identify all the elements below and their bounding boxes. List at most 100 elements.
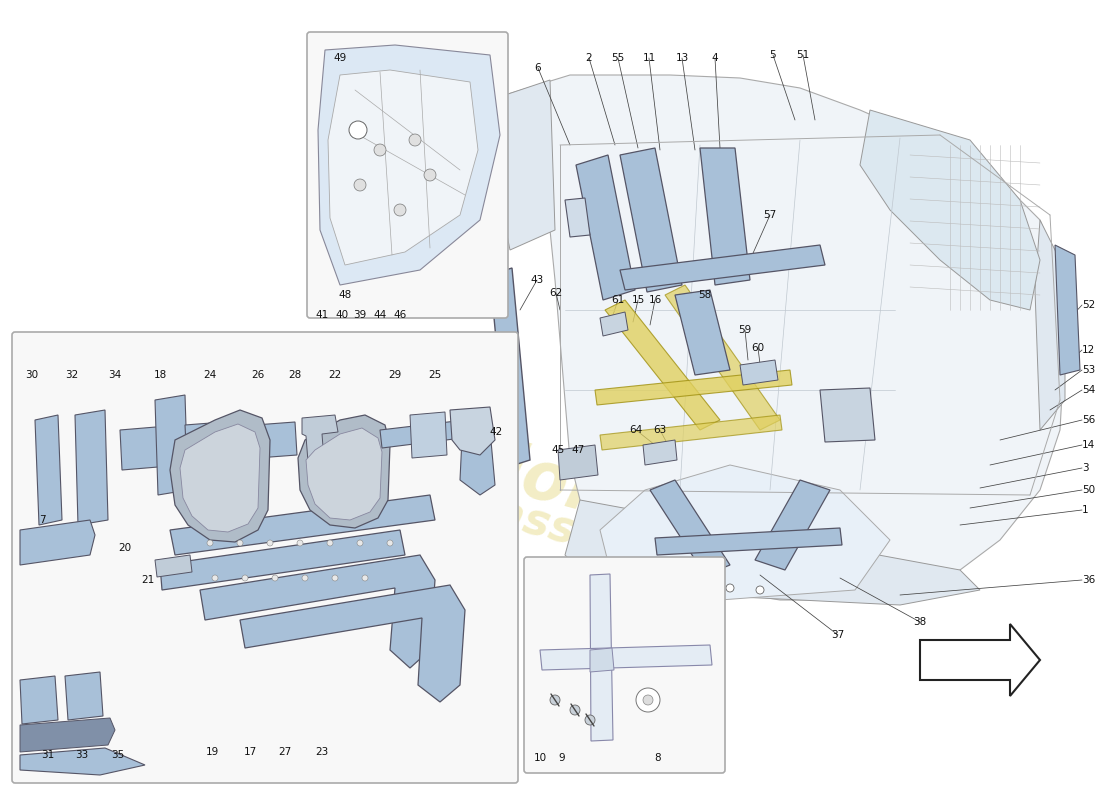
Polygon shape	[180, 424, 260, 532]
Text: 14: 14	[1082, 440, 1096, 450]
Circle shape	[585, 715, 595, 725]
Text: 33: 33	[76, 750, 89, 760]
Polygon shape	[505, 75, 1065, 600]
Polygon shape	[35, 415, 62, 525]
Text: 39: 39	[353, 310, 366, 320]
Text: de la passion: de la passion	[324, 446, 656, 574]
Circle shape	[354, 179, 366, 191]
Text: 26: 26	[252, 370, 265, 380]
Polygon shape	[740, 360, 778, 385]
Text: 36: 36	[1082, 575, 1096, 585]
Circle shape	[756, 586, 764, 594]
Circle shape	[636, 688, 660, 712]
Polygon shape	[540, 645, 712, 670]
Circle shape	[349, 121, 367, 139]
Circle shape	[570, 705, 580, 715]
Text: 31: 31	[42, 750, 55, 760]
Circle shape	[550, 695, 560, 705]
Text: 34: 34	[109, 370, 122, 380]
Text: 30: 30	[25, 370, 39, 380]
Text: 60: 60	[751, 343, 764, 353]
Circle shape	[212, 575, 218, 581]
Polygon shape	[379, 420, 495, 495]
Text: 15: 15	[631, 295, 645, 305]
Text: 8: 8	[654, 753, 661, 763]
Circle shape	[267, 540, 273, 546]
Polygon shape	[666, 285, 780, 430]
Text: 5: 5	[770, 50, 777, 60]
Circle shape	[387, 540, 393, 546]
Text: 62: 62	[549, 288, 562, 298]
Text: 1: 1	[1082, 505, 1089, 515]
Text: 22: 22	[329, 370, 342, 380]
Polygon shape	[65, 672, 103, 720]
Circle shape	[302, 575, 308, 581]
Text: 10: 10	[534, 753, 547, 763]
Polygon shape	[255, 422, 297, 458]
Text: 24: 24	[204, 370, 217, 380]
Text: 45: 45	[551, 445, 564, 455]
Polygon shape	[644, 440, 676, 465]
Polygon shape	[75, 410, 108, 525]
Circle shape	[409, 134, 421, 146]
Text: 53: 53	[1082, 365, 1096, 375]
Polygon shape	[318, 45, 500, 285]
Text: 6: 6	[535, 63, 541, 73]
Polygon shape	[595, 370, 792, 405]
FancyBboxPatch shape	[524, 557, 725, 773]
Text: 37: 37	[832, 630, 845, 640]
Text: 55: 55	[612, 53, 625, 63]
Text: 25: 25	[428, 370, 441, 380]
Polygon shape	[1055, 245, 1080, 375]
Text: 12: 12	[1082, 345, 1096, 355]
Polygon shape	[185, 420, 252, 465]
Circle shape	[711, 584, 719, 592]
Text: 9: 9	[559, 753, 565, 763]
Polygon shape	[160, 530, 405, 590]
Text: 43: 43	[530, 275, 543, 285]
Polygon shape	[600, 415, 782, 450]
Polygon shape	[675, 290, 730, 375]
Circle shape	[726, 584, 734, 592]
Circle shape	[327, 540, 333, 546]
Text: la passion: la passion	[239, 369, 622, 531]
Text: 29: 29	[388, 370, 401, 380]
Text: 3: 3	[1082, 463, 1089, 473]
Text: 23: 23	[316, 747, 329, 757]
Circle shape	[358, 540, 363, 546]
Text: 51: 51	[796, 50, 810, 60]
FancyBboxPatch shape	[307, 32, 508, 318]
Text: 19: 19	[206, 747, 219, 757]
Text: 27: 27	[278, 747, 292, 757]
Polygon shape	[410, 412, 447, 458]
Polygon shape	[20, 520, 95, 565]
Polygon shape	[155, 395, 188, 495]
Circle shape	[374, 144, 386, 156]
Text: 56: 56	[1082, 415, 1096, 425]
Polygon shape	[20, 718, 115, 752]
Text: 38: 38	[913, 617, 926, 627]
Polygon shape	[565, 198, 590, 237]
Circle shape	[272, 575, 278, 581]
Text: 40: 40	[336, 310, 349, 320]
Polygon shape	[590, 574, 613, 741]
Text: 7: 7	[39, 515, 45, 525]
Polygon shape	[600, 465, 890, 600]
Polygon shape	[500, 80, 556, 250]
Polygon shape	[155, 555, 192, 577]
Polygon shape	[1035, 220, 1065, 430]
Text: 2: 2	[585, 53, 592, 63]
Polygon shape	[240, 585, 465, 702]
Text: 17: 17	[243, 747, 256, 757]
Text: 48: 48	[339, 290, 352, 300]
Text: 16: 16	[648, 295, 661, 305]
Polygon shape	[306, 428, 382, 520]
Polygon shape	[328, 70, 478, 265]
Text: 35: 35	[111, 750, 124, 760]
Polygon shape	[170, 495, 434, 555]
Circle shape	[236, 540, 243, 546]
Text: 47: 47	[571, 445, 584, 455]
Text: 63: 63	[653, 425, 667, 435]
Polygon shape	[650, 480, 730, 575]
Polygon shape	[120, 425, 182, 470]
